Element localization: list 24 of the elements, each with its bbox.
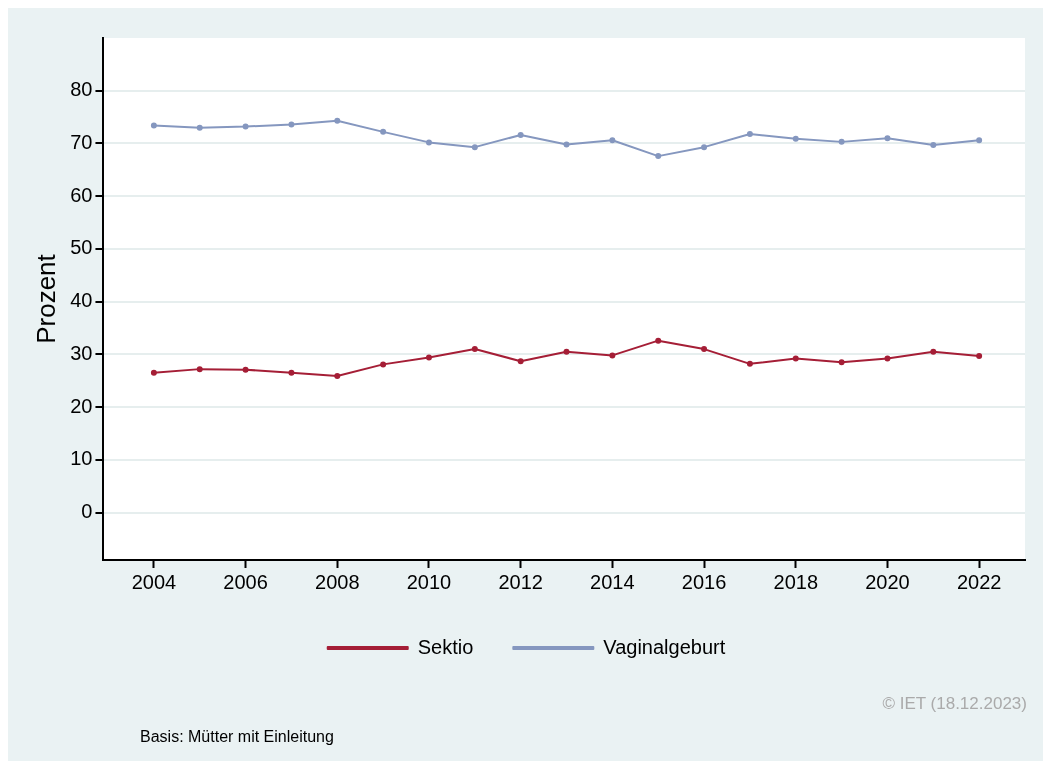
x-tick-label: 2014 <box>590 570 635 593</box>
legend-label: Sektio <box>417 635 474 658</box>
y-tick-label: 0 <box>81 500 93 523</box>
x-tick-label: 2006 <box>223 570 268 593</box>
y-tick-label: 10 <box>70 447 93 470</box>
y-tick-label: 20 <box>70 394 93 417</box>
y-axis-title: Prozent <box>30 253 61 344</box>
x-tick-label: 2010 <box>406 570 452 593</box>
y-tick-label: 80 <box>70 78 93 101</box>
x-tick-label: 2022 <box>956 570 1002 593</box>
text: Basis: Mütter mit Einleitung <box>140 728 334 746</box>
y-tick-label: 60 <box>70 183 93 206</box>
y-tick-label: 30 <box>70 341 93 364</box>
y-tick-label: 40 <box>70 289 93 312</box>
text: © IET (18.12.2023) <box>882 694 1027 714</box>
x-tick-label: 2012 <box>498 570 543 593</box>
legend-label: Vaginalgeburt <box>603 635 726 658</box>
x-tick-label: 2016 <box>681 570 727 593</box>
x-tick-label: 2004 <box>131 570 177 593</box>
y-tick-label: 70 <box>70 130 93 153</box>
y-tick-label: 50 <box>70 236 93 259</box>
x-tick-label: 2018 <box>773 570 819 593</box>
x-tick-label: 2008 <box>315 570 360 593</box>
x-tick-label: 2020 <box>865 570 910 593</box>
